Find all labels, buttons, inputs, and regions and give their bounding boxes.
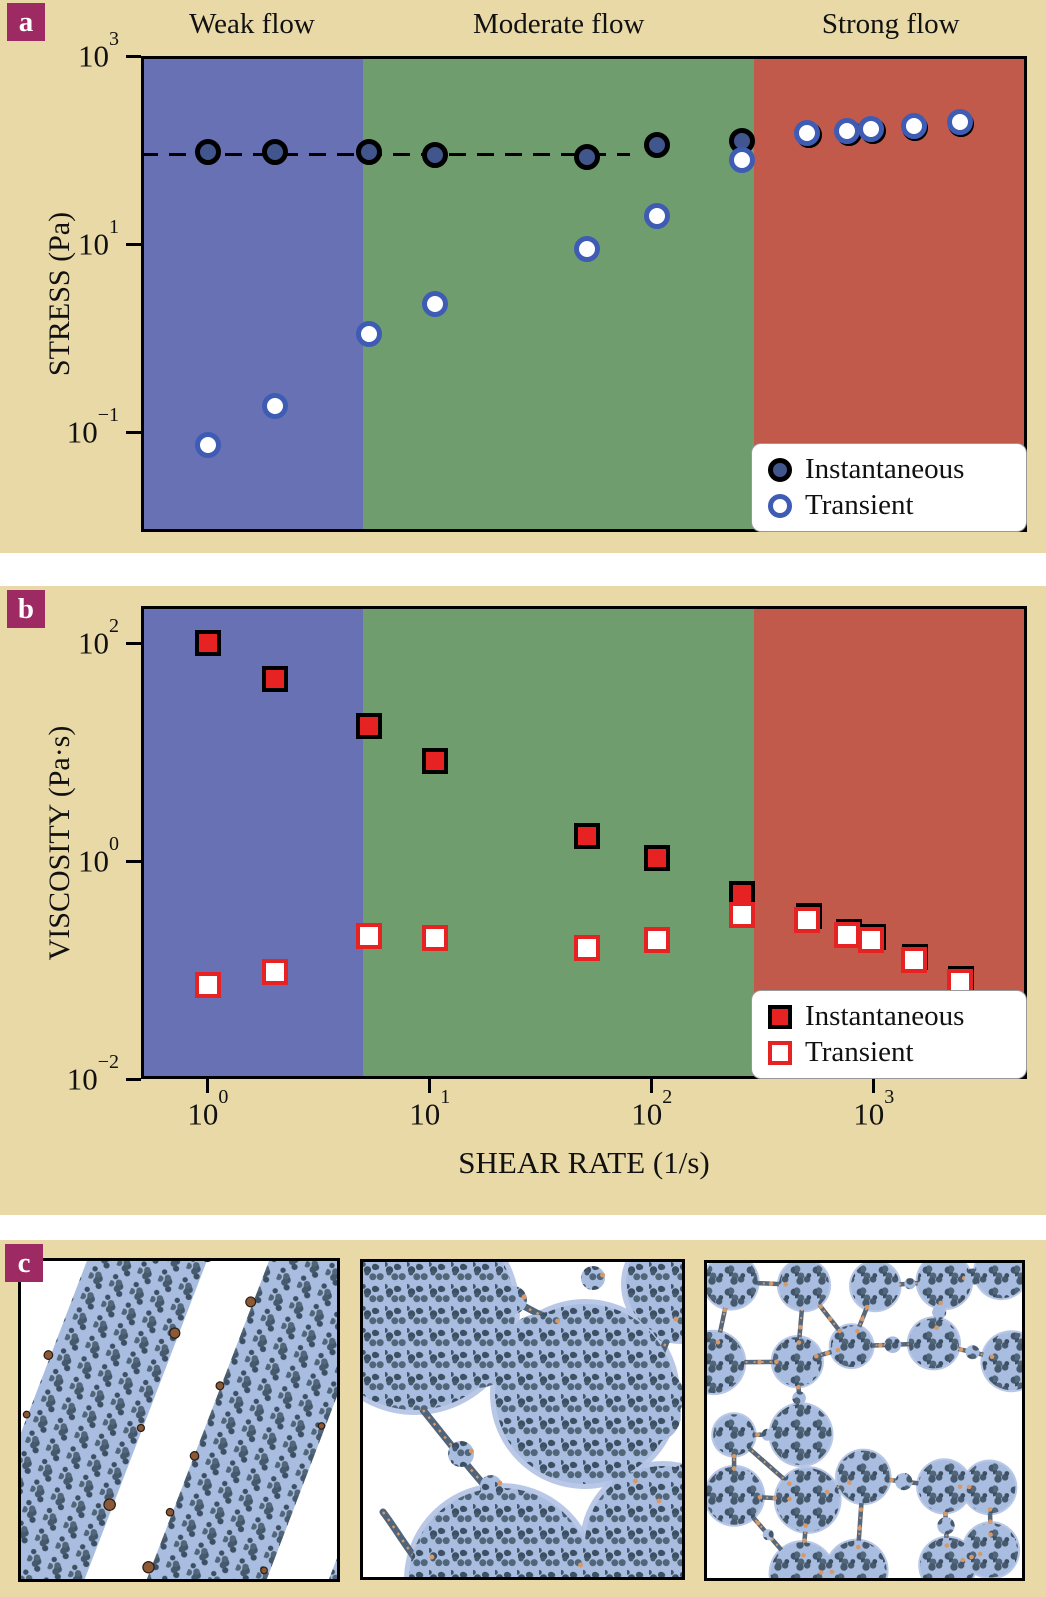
flow-header-moderate-flow: Moderate flow (472, 8, 645, 40)
data-point-transient (573, 236, 600, 263)
y-tick-label: 10−2 (66, 1051, 119, 1097)
sheared-bands-image (21, 1261, 337, 1579)
legend-label: Transient (805, 1036, 914, 1068)
y-tick-label: 10−1 (66, 404, 119, 450)
data-point-instantaneous (573, 143, 600, 170)
panel-b-label: b (7, 590, 45, 628)
yield-stress-dashed-line (141, 152, 631, 156)
data-point-transient (900, 112, 927, 139)
viscosity-legend: Instantaneous Transient (751, 990, 1027, 1079)
panel-c-label: c (5, 1244, 43, 1282)
data-point-instantaneous (643, 845, 670, 872)
viscosity-axis-label: VISCOSITY (Pa·s) (43, 725, 76, 960)
data-point-transient (729, 147, 756, 174)
data-point-instantaneous (355, 139, 382, 166)
data-point-instantaneous (643, 132, 670, 159)
panel-b-card: b VISCOSITY (Pa·s) SHEAR RATE (1/s) Inst… (0, 586, 1046, 1215)
data-point-transient (261, 959, 288, 986)
data-point-transient (194, 971, 221, 998)
microstructure-weak-flow (18, 1258, 340, 1582)
legend-marker-transient (768, 493, 792, 518)
y-tick-mark (126, 641, 141, 645)
data-point-transient (900, 946, 927, 973)
data-point-transient (793, 907, 820, 934)
data-point-transient (833, 921, 860, 948)
data-point-transient (729, 901, 756, 928)
data-point-instantaneous (194, 630, 221, 657)
data-point-transient (573, 934, 600, 961)
data-point-transient (643, 926, 670, 953)
region-moderate-flow (362, 606, 755, 1079)
y-tick-label: 102 (78, 615, 119, 661)
region-weak-flow (141, 56, 363, 532)
data-point-transient (421, 925, 448, 952)
data-point-transient (858, 927, 885, 954)
y-tick-mark (126, 430, 141, 434)
y-tick-label: 103 (78, 28, 119, 74)
data-point-instantaneous (421, 748, 448, 775)
flow-header-strong-flow: Strong flow (821, 8, 960, 40)
panel-c-card: c (0, 1240, 1046, 1597)
y-tick-mark (126, 859, 141, 863)
stress-plot: STRESS (Pa) Instantaneous Transient 103 10… (43, 29, 1027, 532)
data-point-transient (858, 116, 885, 143)
data-point-transient (421, 291, 448, 318)
panel-a-label: a (7, 3, 45, 41)
x-tick-label: 100 (187, 1086, 229, 1132)
y-tick-mark (126, 1077, 141, 1081)
region-weak-flow (141, 606, 363, 1079)
data-point-transient (643, 202, 670, 229)
legend-marker-instantaneous (768, 1004, 792, 1029)
panel-a-card: a Weak flow Moderate flow Strong flow STRE… (0, 0, 1046, 553)
dispersed-clusters-image (707, 1263, 1022, 1578)
data-point-transient (355, 923, 382, 950)
data-point-transient (261, 393, 288, 420)
y-tick-mark (126, 242, 141, 246)
x-tick-mark (428, 1079, 432, 1093)
stress-plot-area (141, 56, 1027, 532)
legend-marker-transient (768, 1040, 792, 1065)
x-tick-mark (650, 1079, 654, 1093)
data-point-transient (355, 321, 382, 348)
legend-item-transient: Transient (768, 491, 1020, 520)
data-point-transient (793, 120, 820, 147)
x-tick-mark (206, 1079, 210, 1093)
y-tick-label: 100 (78, 833, 119, 879)
legend-marker-instantaneous (768, 457, 792, 482)
legend-label: Instantaneous (805, 453, 965, 485)
x-tick-label: 103 (853, 1086, 895, 1132)
region-moderate-flow (362, 56, 755, 532)
data-point-instantaneous (261, 139, 288, 166)
x-tick-mark (872, 1079, 876, 1093)
legend-item-instantaneous: Instantaneous (768, 1002, 1020, 1031)
data-point-instantaneous (573, 822, 600, 849)
data-point-transient (833, 117, 860, 144)
stress-legend: Instantaneous Transient (751, 443, 1027, 532)
y-tick-label: 101 (78, 216, 119, 262)
data-point-instantaneous (194, 139, 221, 166)
large-clusters-image (363, 1262, 682, 1577)
viscosity-plot: VISCOSITY (Pa·s) SHEAR RATE (1/s) Instan… (43, 606, 1027, 1180)
data-point-transient (194, 431, 221, 458)
y-tick-mark (126, 54, 141, 58)
flow-header-weak-flow: Weak flow (189, 8, 315, 40)
data-point-instantaneous (261, 665, 288, 692)
x-tick-label: 101 (409, 1086, 451, 1132)
data-point-instantaneous (355, 712, 382, 739)
legend-item-transient: Transient (768, 1038, 1020, 1067)
legend-label: Transient (805, 489, 914, 521)
legend-item-instantaneous: Instantaneous (768, 455, 1020, 484)
x-tick-label: 102 (631, 1086, 673, 1132)
microstructure-strong-flow (704, 1260, 1025, 1581)
data-point-transient (947, 108, 974, 135)
microstructure-moderate-flow (360, 1259, 685, 1580)
data-point-instantaneous (421, 142, 448, 169)
shear-rate-axis-label: SHEAR RATE (1/s) (458, 1145, 710, 1180)
legend-label: Instantaneous (805, 1000, 965, 1032)
